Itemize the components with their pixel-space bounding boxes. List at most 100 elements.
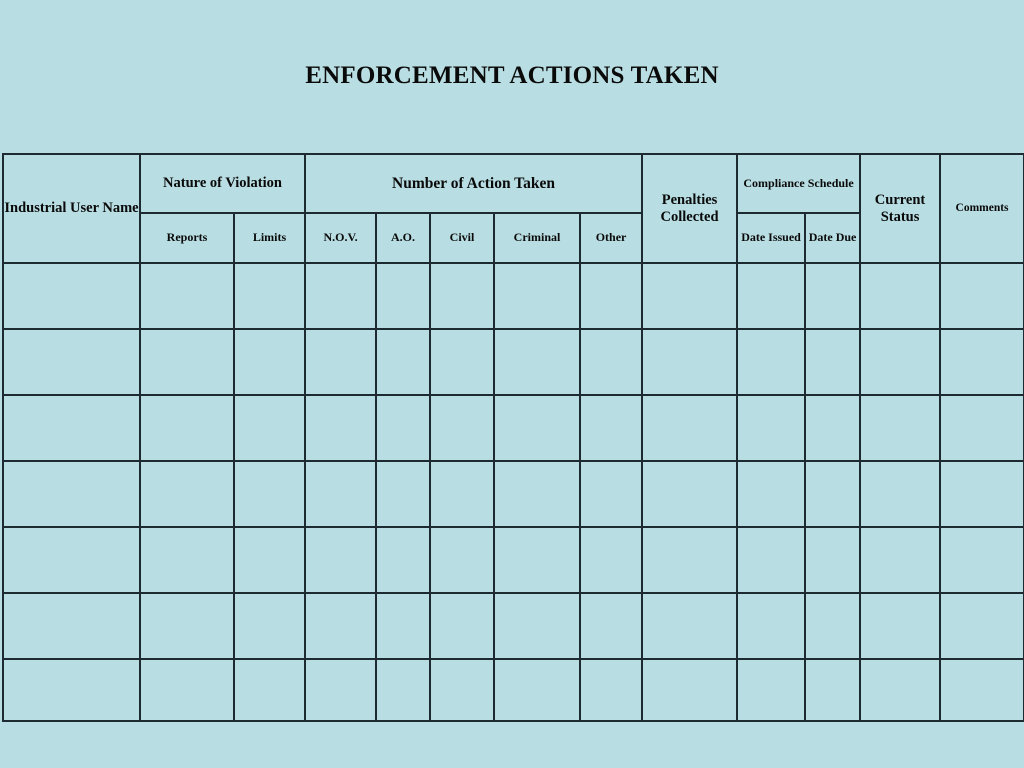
cell-nov[interactable] [304, 526, 378, 594]
cell-limits[interactable] [232, 658, 307, 722]
cell-nov[interactable] [304, 262, 378, 330]
table-row[interactable] [2, 592, 1024, 660]
cell-limits[interactable] [232, 328, 307, 396]
cell-ao[interactable] [375, 592, 432, 660]
cell-date-due[interactable] [804, 526, 862, 594]
cell-other[interactable] [579, 592, 644, 660]
cell-criminal[interactable] [493, 526, 582, 594]
cell-ao[interactable] [375, 526, 432, 594]
cell-date-issued[interactable] [736, 460, 807, 528]
cell-nov[interactable] [304, 460, 378, 528]
cell-date-due[interactable] [804, 394, 862, 462]
cell-date-issued[interactable] [736, 658, 807, 722]
cell-limits[interactable] [232, 592, 307, 660]
cell-penalties-collected[interactable] [641, 262, 739, 330]
cell-criminal[interactable] [493, 328, 582, 396]
cell-other[interactable] [579, 262, 644, 330]
cell-comments[interactable] [939, 394, 1024, 462]
cell-civil[interactable] [429, 262, 496, 330]
cell-industrial-user-name[interactable] [2, 460, 141, 528]
cell-reports[interactable] [139, 658, 235, 722]
cell-reports[interactable] [139, 460, 235, 528]
cell-nov[interactable] [304, 592, 378, 660]
cell-date-due[interactable] [804, 262, 862, 330]
cell-ao[interactable] [375, 328, 432, 396]
cell-current-status[interactable] [859, 526, 942, 594]
cell-penalties-collected[interactable] [641, 592, 739, 660]
table-row[interactable] [2, 394, 1024, 462]
cell-current-status[interactable] [859, 328, 942, 396]
cell-criminal[interactable] [493, 592, 582, 660]
cell-criminal[interactable] [493, 262, 582, 330]
cell-industrial-user-name[interactable] [2, 394, 141, 462]
cell-current-status[interactable] [859, 262, 942, 330]
cell-limits[interactable] [232, 460, 307, 528]
cell-reports[interactable] [139, 592, 235, 660]
cell-comments[interactable] [939, 460, 1024, 528]
cell-current-status[interactable] [859, 592, 942, 660]
cell-ao[interactable] [375, 262, 432, 330]
cell-industrial-user-name[interactable] [2, 526, 141, 594]
cell-reports[interactable] [139, 328, 235, 396]
cell-industrial-user-name[interactable] [2, 262, 141, 330]
cell-criminal[interactable] [493, 460, 582, 528]
header-number-of-action-taken: Number of Action Taken [304, 153, 644, 214]
cell-penalties-collected[interactable] [641, 460, 739, 528]
cell-civil[interactable] [429, 460, 496, 528]
cell-nov[interactable] [304, 328, 378, 396]
cell-limits[interactable] [232, 262, 307, 330]
cell-penalties-collected[interactable] [641, 394, 739, 462]
cell-penalties-collected[interactable] [641, 526, 739, 594]
cell-industrial-user-name[interactable] [2, 328, 141, 396]
cell-ao[interactable] [375, 460, 432, 528]
cell-comments[interactable] [939, 526, 1024, 594]
cell-date-due[interactable] [804, 328, 862, 396]
cell-comments[interactable] [939, 658, 1024, 722]
cell-date-issued[interactable] [736, 328, 807, 396]
cell-industrial-user-name[interactable] [2, 592, 141, 660]
cell-date-due[interactable] [804, 658, 862, 722]
cell-current-status[interactable] [859, 658, 942, 722]
cell-other[interactable] [579, 460, 644, 528]
cell-nov[interactable] [304, 658, 378, 722]
cell-civil[interactable] [429, 658, 496, 722]
table-row[interactable] [2, 460, 1024, 528]
cell-date-issued[interactable] [736, 394, 807, 462]
cell-ao[interactable] [375, 658, 432, 722]
cell-criminal[interactable] [493, 658, 582, 722]
cell-criminal[interactable] [493, 394, 582, 462]
cell-comments[interactable] [939, 262, 1024, 330]
cell-limits[interactable] [232, 526, 307, 594]
cell-penalties-collected[interactable] [641, 328, 739, 396]
cell-civil[interactable] [429, 328, 496, 396]
cell-civil[interactable] [429, 592, 496, 660]
cell-limits[interactable] [232, 394, 307, 462]
cell-nov[interactable] [304, 394, 378, 462]
cell-date-issued[interactable] [736, 262, 807, 330]
cell-penalties-collected[interactable] [641, 658, 739, 722]
cell-ao[interactable] [375, 394, 432, 462]
cell-industrial-user-name[interactable] [2, 658, 141, 722]
cell-other[interactable] [579, 526, 644, 594]
cell-civil[interactable] [429, 394, 496, 462]
cell-date-due[interactable] [804, 592, 862, 660]
cell-reports[interactable] [139, 526, 235, 594]
cell-reports[interactable] [139, 262, 235, 330]
header-current-status: Current Status [859, 153, 942, 264]
cell-date-issued[interactable] [736, 592, 807, 660]
cell-civil[interactable] [429, 526, 496, 594]
table-row[interactable] [2, 658, 1024, 722]
table-row[interactable] [2, 262, 1024, 330]
cell-current-status[interactable] [859, 394, 942, 462]
cell-other[interactable] [579, 394, 644, 462]
cell-date-due[interactable] [804, 460, 862, 528]
table-row[interactable] [2, 328, 1024, 396]
table-row[interactable] [2, 526, 1024, 594]
cell-current-status[interactable] [859, 460, 942, 528]
cell-other[interactable] [579, 328, 644, 396]
cell-date-issued[interactable] [736, 526, 807, 594]
cell-other[interactable] [579, 658, 644, 722]
cell-comments[interactable] [939, 592, 1024, 660]
cell-reports[interactable] [139, 394, 235, 462]
cell-comments[interactable] [939, 328, 1024, 396]
